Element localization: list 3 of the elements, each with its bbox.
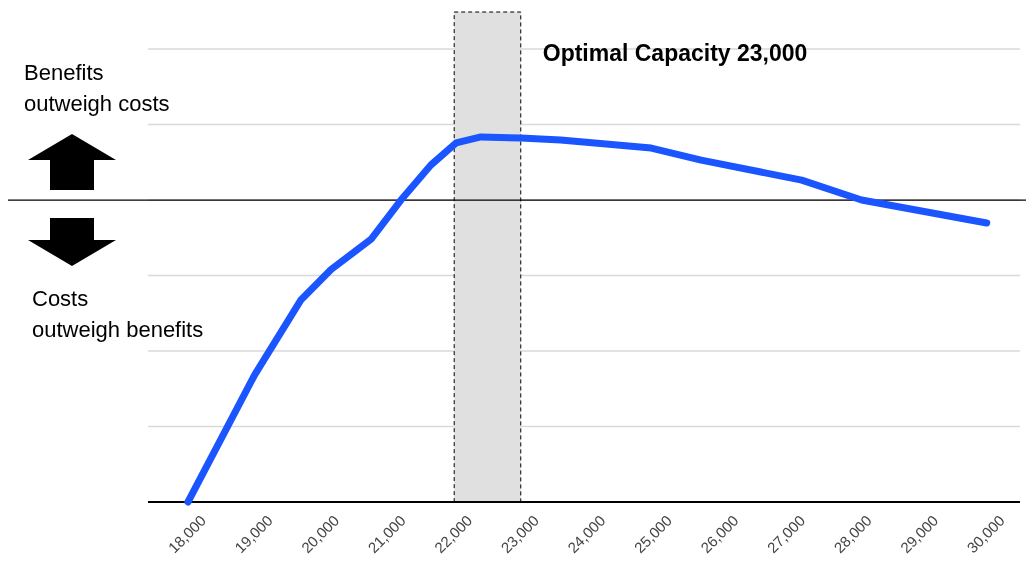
band-label: Optimal Capacity 23,000	[542, 40, 808, 66]
annotation: Costs outweigh benefits	[32, 286, 204, 342]
text: Benefits outweigh costs	[24, 60, 170, 116]
